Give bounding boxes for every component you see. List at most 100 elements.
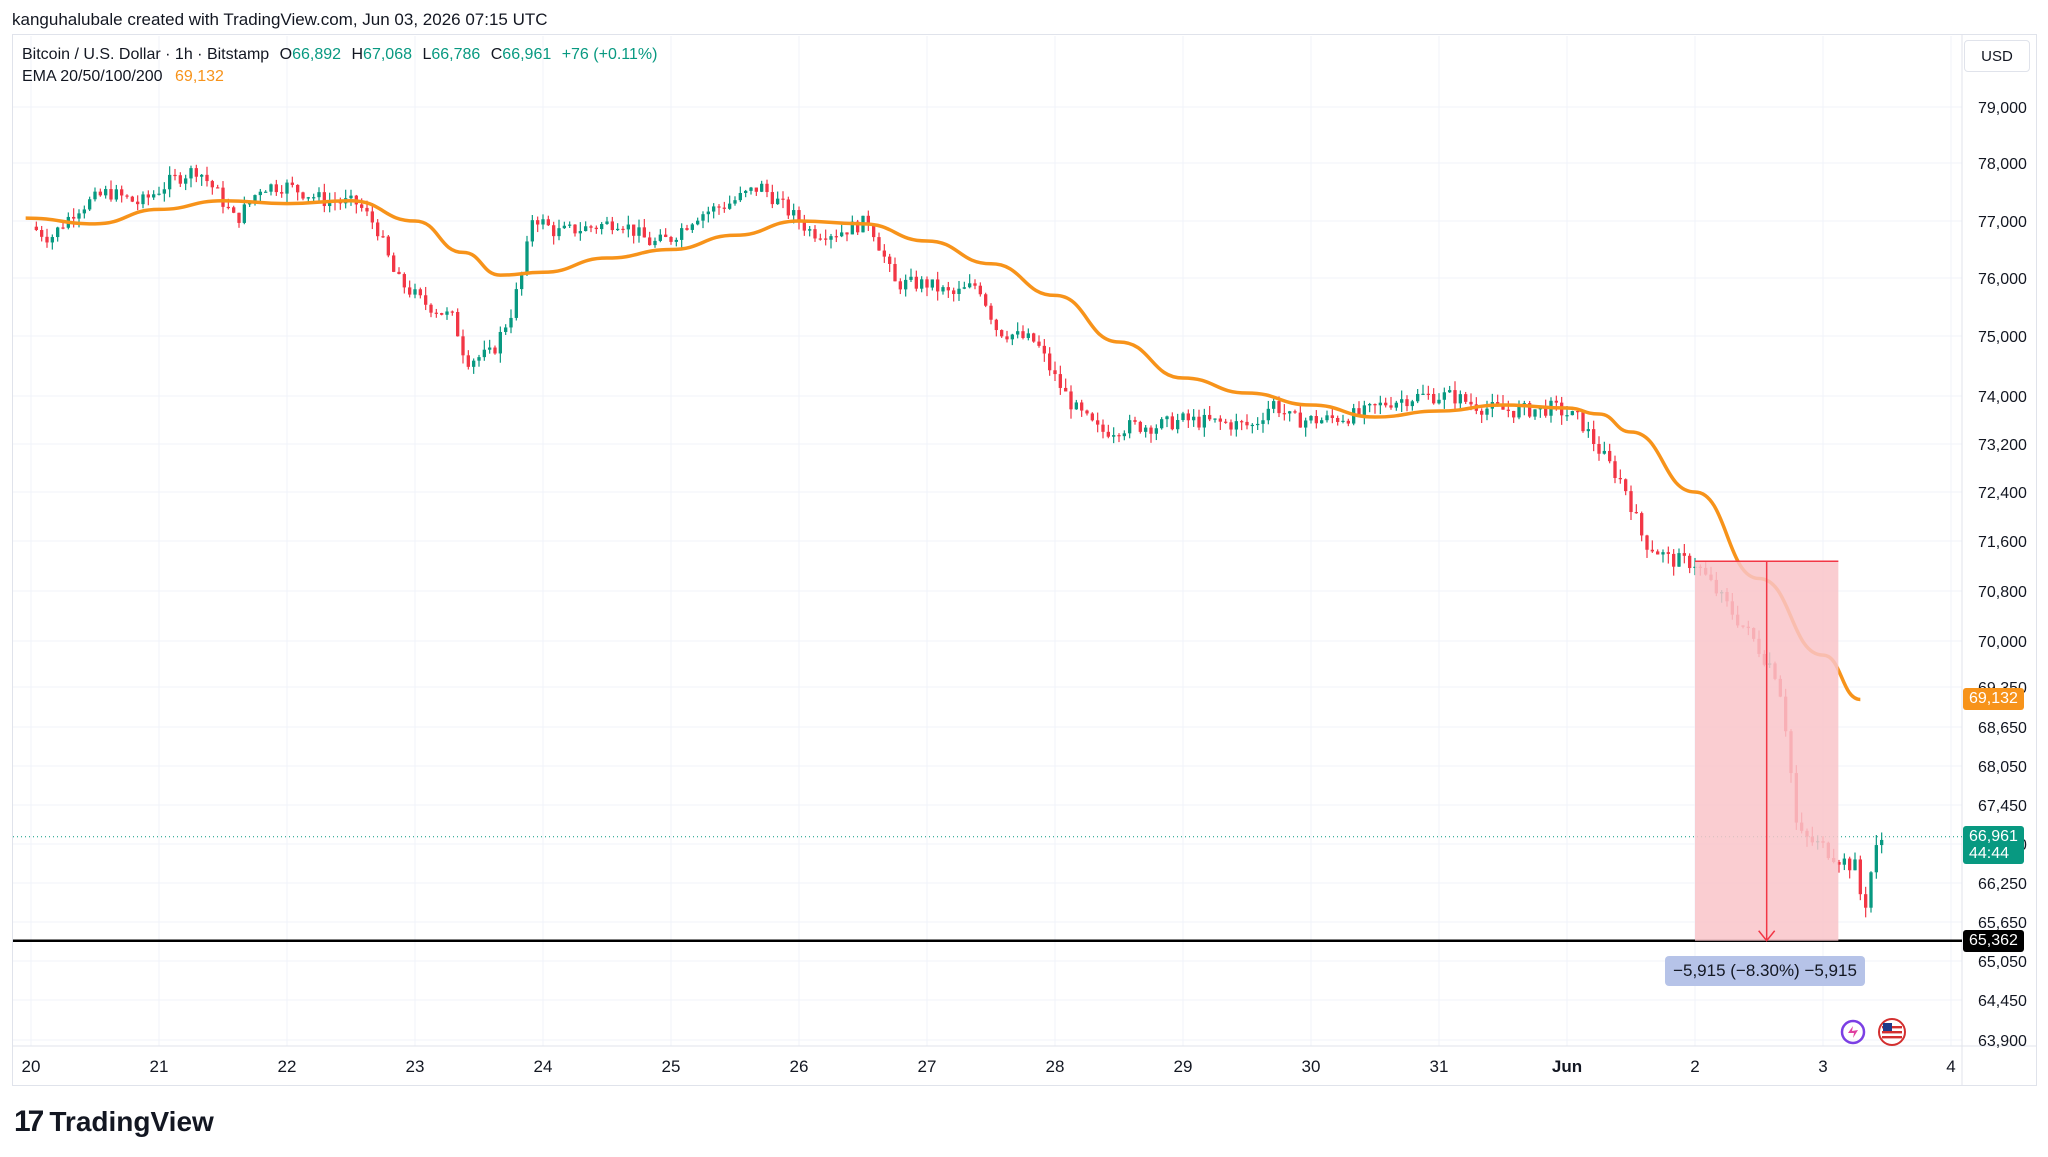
candle-body <box>802 222 806 231</box>
candle-body <box>1506 409 1510 411</box>
candle-body <box>850 221 854 235</box>
candle-body <box>829 236 833 240</box>
candle-body <box>888 256 892 264</box>
candle-body <box>1154 428 1158 434</box>
candle-body <box>498 331 502 354</box>
candle-body <box>493 347 497 354</box>
candle-body <box>632 224 636 236</box>
candle-body <box>914 276 918 289</box>
candle-body <box>440 313 444 315</box>
candle-body <box>360 204 364 208</box>
candle-body <box>328 201 332 207</box>
candle-body <box>1181 413 1185 421</box>
candle-body <box>1581 412 1585 432</box>
close-value: 66,961 <box>502 46 552 63</box>
y-tick-label: 78,000 <box>1978 156 2027 173</box>
candle-body <box>82 209 86 214</box>
candle-body <box>434 312 438 314</box>
ema-indicator-label[interactable]: EMA 20/50/100/200 <box>22 68 163 85</box>
candle-body <box>1442 392 1446 400</box>
candle-body <box>1021 331 1025 338</box>
candle-body <box>477 357 481 361</box>
tradingview-logo[interactable]: 17 TradingView <box>14 1105 214 1139</box>
candle-body <box>504 327 508 332</box>
candle-body <box>402 274 406 288</box>
us-flag-icon[interactable] <box>1877 1017 1907 1047</box>
candle-body <box>173 174 177 177</box>
x-tick-label: 4 <box>1946 1057 1955 1076</box>
candle-body <box>1464 394 1468 402</box>
candle-body <box>216 187 220 189</box>
candle-body <box>637 227 641 236</box>
symbol-title[interactable]: Bitcoin / U.S. Dollar · 1h · Bitstamp <box>22 46 270 63</box>
candle-body <box>989 305 993 320</box>
candle-body <box>680 228 684 240</box>
candle-body <box>408 287 412 295</box>
candle-body <box>1160 419 1164 429</box>
y-tick-label: 68,650 <box>1978 720 2027 737</box>
candle-body <box>600 224 604 230</box>
candle-body <box>1874 845 1878 873</box>
x-axis: 20 21 22 23 24 25 26 27 28 29 30 31 Jun 2 3 4 <box>22 1057 1956 1076</box>
candle-body <box>226 206 230 209</box>
support-price-tag: 65,362 <box>1963 929 2024 952</box>
candle-body <box>541 219 545 225</box>
candle-body <box>536 220 540 225</box>
candle-body <box>466 355 470 367</box>
candle-body <box>642 227 646 238</box>
candle-body <box>365 207 369 212</box>
candle-body <box>1853 859 1857 871</box>
candle-body <box>1570 411 1574 416</box>
candle-body <box>626 224 630 230</box>
candle-body <box>738 192 742 201</box>
candle-body <box>242 204 246 223</box>
currency-button[interactable]: USD <box>1964 40 2030 72</box>
candle-body <box>749 187 753 191</box>
candle-body <box>120 189 124 196</box>
y-tick-label: 65,050 <box>1978 954 2027 971</box>
candle-body <box>594 227 598 230</box>
candle-body <box>1544 406 1548 416</box>
low-label: L <box>422 46 432 63</box>
chart-pane[interactable] <box>12 34 2037 1086</box>
candle-body <box>962 287 966 289</box>
candle-body <box>824 238 828 240</box>
sparkle-icon[interactable] <box>1838 1017 1868 1047</box>
candle-body <box>1448 390 1452 393</box>
candle-body <box>1485 408 1489 415</box>
candle-body <box>45 236 49 243</box>
candle-body <box>578 231 582 234</box>
candle-body <box>72 216 76 219</box>
candle-body <box>237 212 241 223</box>
candle-body <box>1224 421 1228 423</box>
candle-body <box>610 221 614 231</box>
x-tick-label: 30 <box>1302 1057 1321 1076</box>
candle-body <box>573 224 577 234</box>
candle-body <box>984 294 988 306</box>
candle-body <box>1528 403 1532 417</box>
candle-body <box>818 238 822 240</box>
candle-body <box>770 192 774 205</box>
candle-body <box>1085 410 1089 414</box>
x-tick-label: 24 <box>534 1057 553 1076</box>
candle-body <box>1880 839 1884 846</box>
candle-body <box>1469 401 1473 405</box>
candle-body <box>1250 424 1254 427</box>
candle-body <box>1336 417 1340 422</box>
candle-body <box>413 289 417 295</box>
candle-body <box>1405 399 1409 407</box>
candle-body <box>1480 410 1484 415</box>
candle-body <box>605 221 609 225</box>
candle-body <box>184 178 188 184</box>
y-tick-label: 64,450 <box>1978 993 2027 1010</box>
candle-body <box>258 191 262 196</box>
candle-body <box>386 236 390 256</box>
candle-body <box>1314 416 1318 424</box>
candle-body <box>450 311 454 313</box>
candle-body <box>525 241 529 273</box>
candle-body <box>616 228 620 231</box>
x-tick-label: 27 <box>918 1057 937 1076</box>
candle-body <box>1144 427 1148 432</box>
chart-legend: Bitcoin / U.S. Dollar · 1h · Bitstamp O6… <box>22 44 657 88</box>
